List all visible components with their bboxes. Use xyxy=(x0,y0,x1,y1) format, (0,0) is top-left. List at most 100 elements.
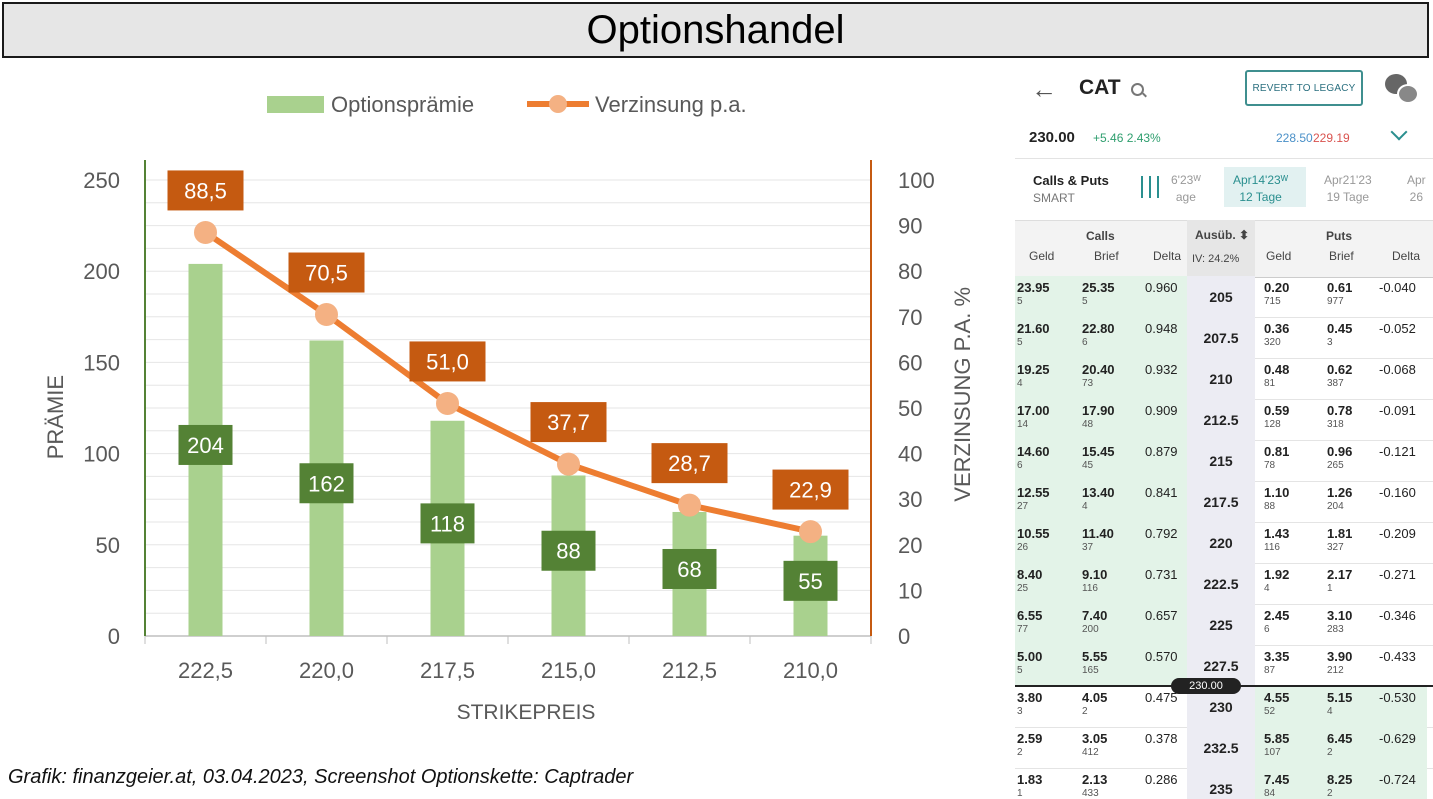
put-bid-cell[interactable]: 1.10 88 xyxy=(1264,485,1289,512)
strike-cell-bg xyxy=(1187,276,1255,317)
strike-cell[interactable]: 215 xyxy=(1209,453,1233,469)
call-ask-cell[interactable]: 20.40 73 xyxy=(1082,362,1115,389)
cell-size: 88 xyxy=(1264,501,1276,512)
put-bid-cell[interactable]: 2.45 6 xyxy=(1264,608,1289,635)
call-bid-cell[interactable]: 14.60 6 xyxy=(1017,444,1050,471)
chain-row[interactable]: 1.83 1 2.13 433 0.286 235 7.45 84 8.25 2 -0.724 xyxy=(1015,768,1433,799)
strike-cell[interactable]: 212.5 xyxy=(1203,412,1239,428)
strike-cell[interactable]: 230 xyxy=(1209,699,1233,715)
call-ask-cell[interactable]: 9.10 116 xyxy=(1082,567,1107,594)
put-delta-cell: -0.040 xyxy=(1379,280,1416,295)
put-bid-cell[interactable]: 0.48 81 xyxy=(1264,362,1289,389)
call-bid-cell[interactable]: 3.80 3 xyxy=(1017,690,1042,717)
strike-cell[interactable]: 225 xyxy=(1209,617,1233,633)
put-ask-cell[interactable]: 0.62 387 xyxy=(1327,362,1352,389)
strike-cell[interactable]: 227.5 xyxy=(1203,658,1239,674)
strike-cell[interactable]: 210 xyxy=(1209,371,1233,387)
call-ask-cell[interactable]: 7.40 200 xyxy=(1082,608,1107,635)
strike-cell-bg xyxy=(1187,399,1255,440)
call-ask-cell[interactable]: 3.05 412 xyxy=(1082,731,1107,758)
filter-sliders-icon[interactable] xyxy=(1139,176,1161,200)
chain-row[interactable]: 8.40 25 9.10 116 0.731 222.5 1.92 4 2.17 1 -0.271 xyxy=(1015,563,1433,605)
expiry-tab[interactable]: Apr21'23 19 Tage xyxy=(1324,173,1372,204)
call-bid-cell[interactable]: 21.60 5 xyxy=(1017,321,1050,348)
strike-cell[interactable]: 217.5 xyxy=(1203,494,1239,510)
put-ask-cell[interactable]: 0.78 318 xyxy=(1327,403,1352,430)
put-ask-cell[interactable]: 0.45 3 xyxy=(1327,321,1352,348)
put-ask-cell[interactable]: 3.10 283 xyxy=(1327,608,1352,635)
calls-puts-label[interactable]: Calls & Puts xyxy=(1033,173,1109,188)
expiry-tab-selected[interactable]: Apr14'23ᵂ 12 Tage xyxy=(1233,173,1288,204)
call-bid-cell[interactable]: 5.00 5 xyxy=(1017,649,1042,676)
chain-row[interactable]: 12.55 27 13.40 4 0.841 217.5 1.10 88 1.26 204 -0.1… xyxy=(1015,481,1433,523)
put-bid-cell[interactable]: 0.81 78 xyxy=(1264,444,1289,471)
chain-row[interactable]: 10.55 26 11.40 37 0.792 220 1.43 116 1.81 327 -0.2… xyxy=(1015,522,1433,564)
put-bid-cell[interactable]: 1.43 116 xyxy=(1264,526,1289,553)
strike-header[interactable]: Ausüb. ⬍ xyxy=(1195,228,1250,242)
call-bid-cell[interactable]: 10.55 26 xyxy=(1017,526,1050,553)
put-bid-cell[interactable]: 7.45 84 xyxy=(1264,772,1289,799)
chain-row[interactable]: 2.59 2 3.05 412 0.378 232.5 5.85 107 6.45 2 -0.629 xyxy=(1015,727,1433,769)
put-bid-cell[interactable]: 3.35 87 xyxy=(1264,649,1289,676)
cell-value: 20.40 xyxy=(1082,362,1115,377)
call-ask-cell[interactable]: 22.80 6 xyxy=(1082,321,1115,348)
back-arrow-icon[interactable]: ← xyxy=(1031,74,1057,104)
call-ask-cell[interactable]: 15.45 45 xyxy=(1082,444,1115,471)
call-bid-cell[interactable]: 23.95 5 xyxy=(1017,280,1050,307)
x-tick-label: 210,0 xyxy=(783,658,838,683)
strike-cell[interactable]: 205 xyxy=(1209,289,1233,305)
bar-data-label: 88 xyxy=(556,539,580,564)
put-bid-cell[interactable]: 0.36 320 xyxy=(1264,321,1289,348)
put-ask-cell[interactable]: 3.90 212 xyxy=(1327,649,1352,676)
chain-row[interactable]: 14.60 6 15.45 45 0.879 215 0.81 78 0.96 265 -0.121 xyxy=(1015,440,1433,482)
price-change: +5.46 2.43% xyxy=(1093,131,1161,145)
chain-row[interactable]: 6.55 77 7.40 200 0.657 225 2.45 6 3.10 283 -0.346 xyxy=(1015,604,1433,646)
strike-cell[interactable]: 235 xyxy=(1209,781,1233,797)
search-icon[interactable] xyxy=(1131,83,1144,96)
expiry-tab[interactable]: 6'23ᵂ age xyxy=(1171,173,1201,204)
legend-label: Verzinsung p.a. xyxy=(595,92,747,117)
chain-row[interactable]: 19.25 4 20.40 73 0.932 210 0.48 81 0.62 387 -0.068 xyxy=(1015,358,1433,400)
put-ask-cell[interactable]: 0.96 265 xyxy=(1327,444,1352,471)
strike-cell[interactable]: 222.5 xyxy=(1203,576,1239,592)
call-bid-cell[interactable]: 12.55 27 xyxy=(1017,485,1050,512)
call-bid-cell[interactable]: 8.40 25 xyxy=(1017,567,1042,594)
call-ask-cell[interactable]: 5.55 165 xyxy=(1082,649,1107,676)
put-bid-cell[interactable]: 5.85 107 xyxy=(1264,731,1289,758)
call-bid-cell[interactable]: 6.55 77 xyxy=(1017,608,1042,635)
chain-row[interactable]: 23.95 5 25.35 5 0.960 205 0.20 715 0.61 977 -0.040 xyxy=(1015,276,1433,318)
put-bid-cell[interactable]: 0.20 715 xyxy=(1264,280,1289,307)
put-bid-cell[interactable]: 1.92 4 xyxy=(1264,567,1289,594)
call-bid-cell[interactable]: 17.00 14 xyxy=(1017,403,1050,430)
call-bid-cell[interactable]: 19.25 4 xyxy=(1017,362,1050,389)
put-ask-cell[interactable]: 8.25 2 xyxy=(1327,772,1352,799)
put-ask-cell[interactable]: 0.61 977 xyxy=(1327,280,1352,307)
strike-cell[interactable]: 207.5 xyxy=(1203,330,1239,346)
put-ask-cell[interactable]: 6.45 2 xyxy=(1327,731,1352,758)
revert-to-legacy-button[interactable]: REVERT TO LEGACY xyxy=(1245,70,1363,106)
put-ask-cell[interactable]: 5.15 4 xyxy=(1327,690,1352,717)
put-ask-cell[interactable]: 1.81 327 xyxy=(1327,526,1352,553)
expiry-days: 19 Tage xyxy=(1326,190,1370,204)
call-bid-cell[interactable]: 2.59 2 xyxy=(1017,731,1042,758)
put-bid-cell[interactable]: 0.59 128 xyxy=(1264,403,1289,430)
call-bid-cell[interactable]: 1.83 1 xyxy=(1017,772,1042,799)
strike-cell[interactable]: 232.5 xyxy=(1203,740,1239,756)
expiry-tab[interactable]: Apr 26 xyxy=(1407,173,1426,204)
put-bid-cell[interactable]: 4.55 52 xyxy=(1264,690,1289,717)
chain-row[interactable]: 17.00 14 17.90 48 0.909 212.5 0.59 128 0.78 318 -0… xyxy=(1015,399,1433,441)
call-ask-cell[interactable]: 2.13 433 xyxy=(1082,772,1107,799)
call-ask-cell[interactable]: 4.05 2 xyxy=(1082,690,1107,717)
call-ask-cell[interactable]: 25.35 5 xyxy=(1082,280,1115,307)
call-ask-cell[interactable]: 17.90 48 xyxy=(1082,403,1115,430)
call-ask-cell[interactable]: 13.40 4 xyxy=(1082,485,1115,512)
put-ask-cell[interactable]: 1.26 204 xyxy=(1327,485,1352,512)
strike-cell[interactable]: 220 xyxy=(1209,535,1233,551)
chain-row[interactable]: 21.60 5 22.80 6 0.948 207.5 0.36 320 0.45 3 -0.052 xyxy=(1015,317,1433,359)
cell-size: 87 xyxy=(1264,665,1276,676)
cell-size: 977 xyxy=(1327,296,1344,307)
chevron-down-icon[interactable] xyxy=(1390,123,1408,141)
call-ask-cell[interactable]: 11.40 37 xyxy=(1082,526,1114,553)
cell-value: 2.13 xyxy=(1082,772,1108,787)
put-ask-cell[interactable]: 2.17 1 xyxy=(1327,567,1352,594)
